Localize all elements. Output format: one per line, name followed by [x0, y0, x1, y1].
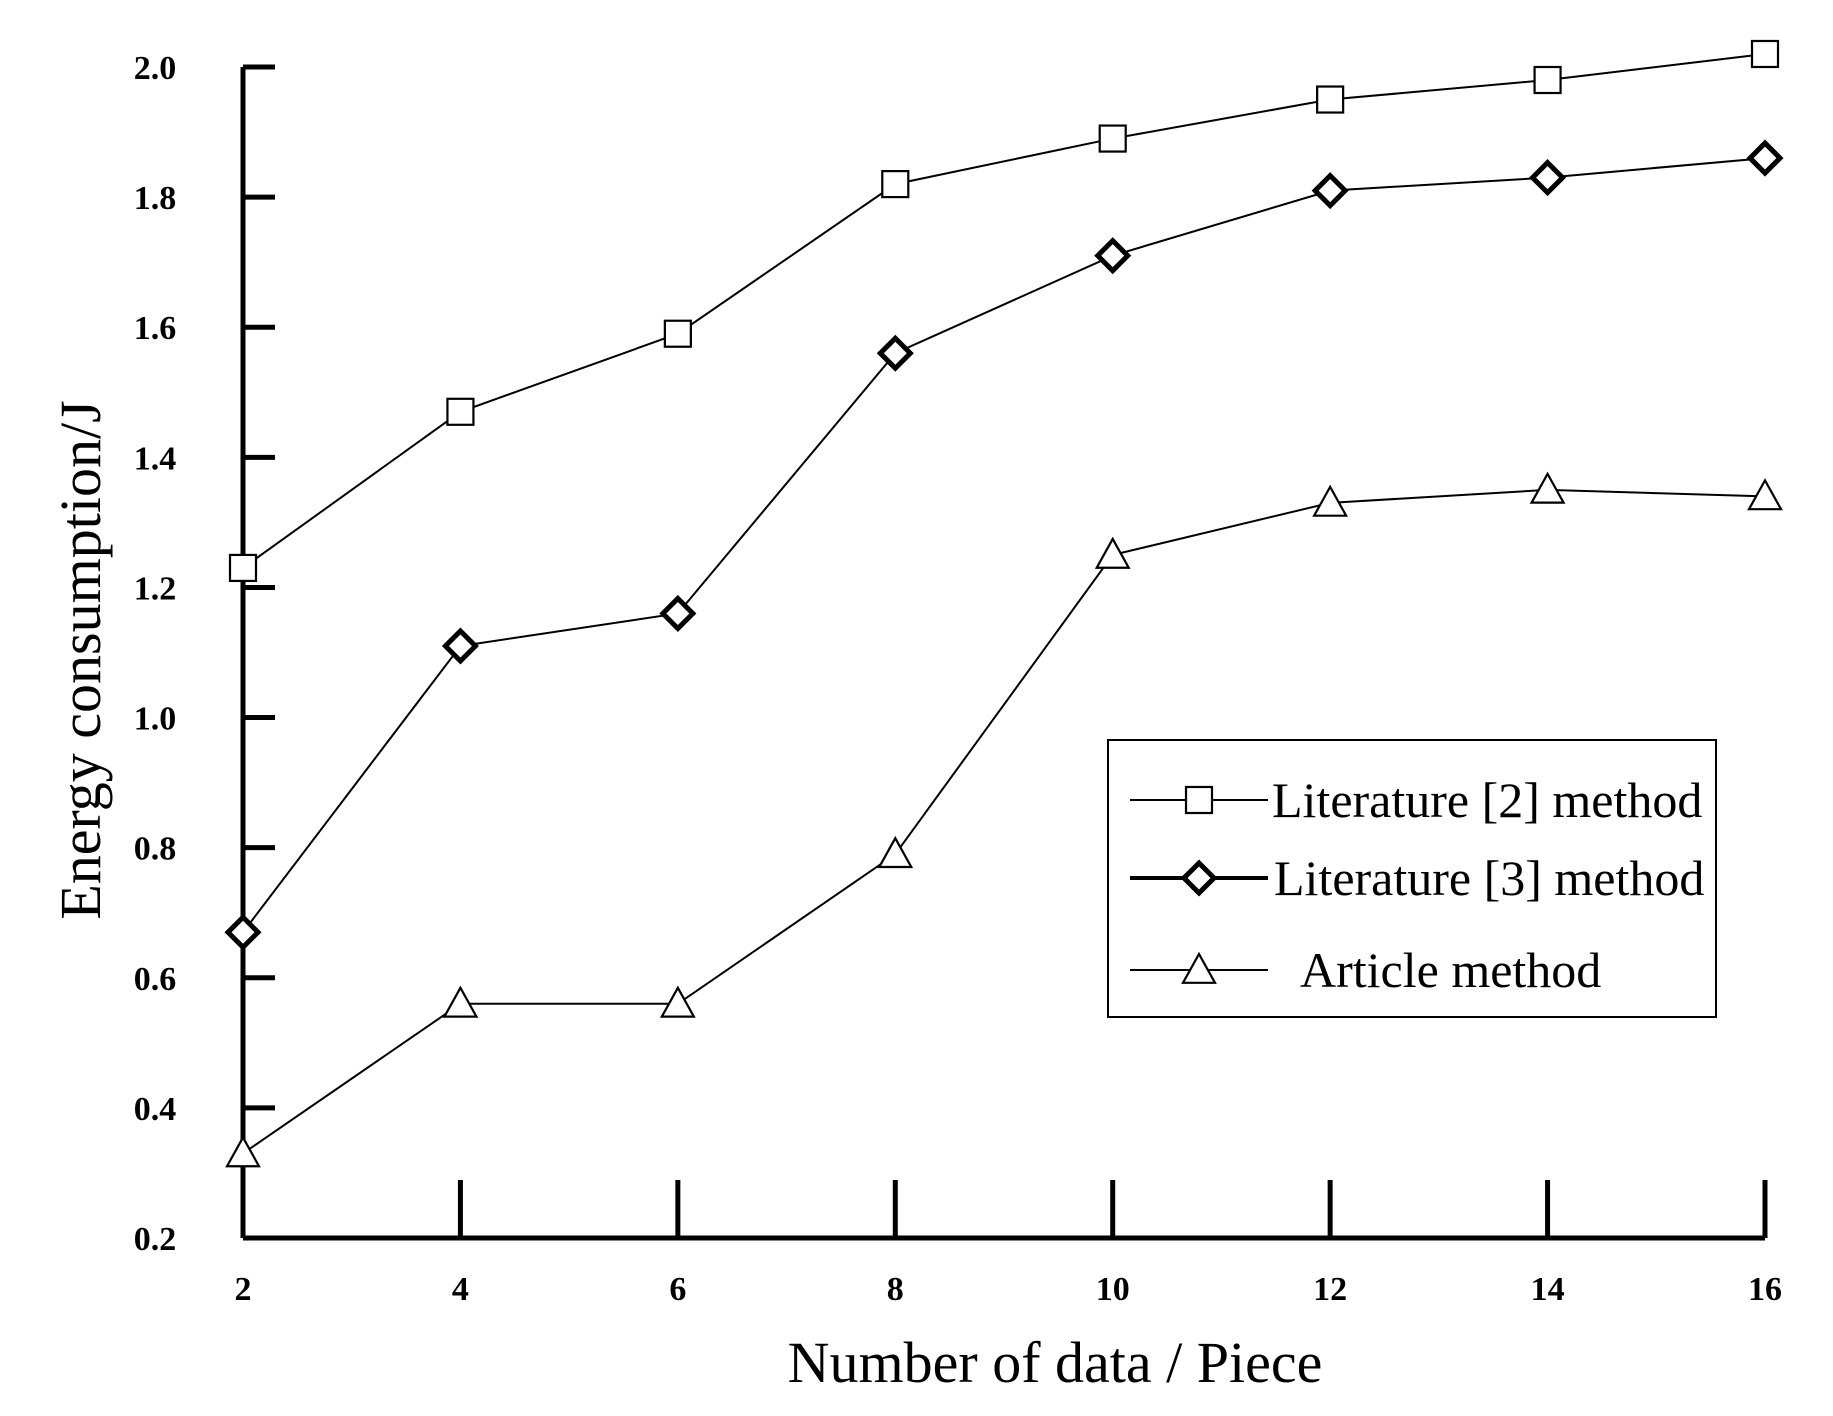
plot-area: 0.2 0.4 0.6 0.8 1.0 1.2 1.4 1.6 1.8 2.0 2 4 6 8 10 12 14…: [134, 50, 1782, 1308]
y-tick-label: 1.4: [134, 440, 177, 477]
data-point-diamond: [1311, 172, 1349, 210]
data-point-triangle: [442, 985, 479, 1018]
data-point-square: [881, 170, 910, 199]
legend-marker-square: [1184, 785, 1214, 815]
series-diamond: [224, 139, 1784, 951]
x-axis-title: Number of data / Piece: [788, 1330, 1323, 1395]
data-point-diamond: [659, 594, 697, 633]
series-layer: [224, 39, 1784, 1168]
series-line: [242, 488, 1766, 1155]
x-tick-label: 10: [1096, 1271, 1130, 1308]
series-triangle: [225, 471, 1783, 1168]
data-point-triangle: [1094, 536, 1131, 569]
y-tick-label: 1.0: [134, 701, 177, 738]
series-square: [228, 39, 1780, 583]
data-point-diamond: [441, 627, 479, 665]
data-point-diamond: [1094, 237, 1132, 275]
data-point-diamond: [224, 913, 262, 951]
y-tick-label: 1.8: [134, 180, 177, 217]
data-point-triangle: [225, 1135, 261, 1168]
y-tick-label: 0.2: [134, 1221, 177, 1258]
y-tick-label: 0.6: [134, 961, 177, 998]
legend-marker-triangle: [1181, 951, 1217, 984]
data-point-triangle: [1529, 471, 1566, 504]
data-point-square: [1750, 39, 1780, 69]
y-tick-label: 2.0: [134, 50, 177, 87]
y-axis-title: Energy consumption/J: [48, 400, 113, 919]
data-point-triangle: [1747, 478, 1783, 511]
x-tick-label: 6: [669, 1271, 686, 1308]
series-line: [242, 157, 1766, 933]
legend-label: Article method: [1300, 942, 1601, 998]
legend-marker-diamond: [1180, 859, 1218, 897]
y-tick-label: 1.2: [134, 570, 177, 607]
x-tick-label: 8: [887, 1271, 904, 1308]
legend-label: Literature [3] method: [1274, 850, 1704, 906]
x-tick-label: 14: [1531, 1271, 1565, 1308]
data-point-diamond: [876, 334, 914, 372]
data-point-square: [663, 319, 692, 348]
series-line: [242, 52, 1766, 569]
data-point-triangle: [1312, 484, 1349, 517]
y-tick-label: 1.6: [134, 310, 177, 347]
y-tick-label: 0.8: [134, 831, 177, 868]
data-point-square: [1316, 85, 1345, 114]
x-tick-label: 4: [452, 1271, 469, 1308]
x-tick-label: 2: [235, 1271, 252, 1308]
data-point-square: [228, 553, 258, 583]
legend-label: Literature [2] method: [1272, 772, 1702, 828]
x-tick-label: 12: [1313, 1271, 1347, 1308]
data-point-diamond: [1746, 139, 1784, 177]
data-point-square: [1098, 124, 1127, 153]
data-point-diamond: [1529, 159, 1567, 197]
data-point-triangle: [877, 835, 914, 869]
data-point-square: [446, 397, 475, 426]
data-point-triangle: [659, 985, 696, 1018]
x-tick-label: 16: [1748, 1271, 1782, 1308]
y-tick-label: 0.4: [134, 1091, 177, 1128]
data-point-square: [1533, 65, 1562, 95]
legend: Literature [2] method Literature [3] meth…: [1107, 739, 1717, 1018]
